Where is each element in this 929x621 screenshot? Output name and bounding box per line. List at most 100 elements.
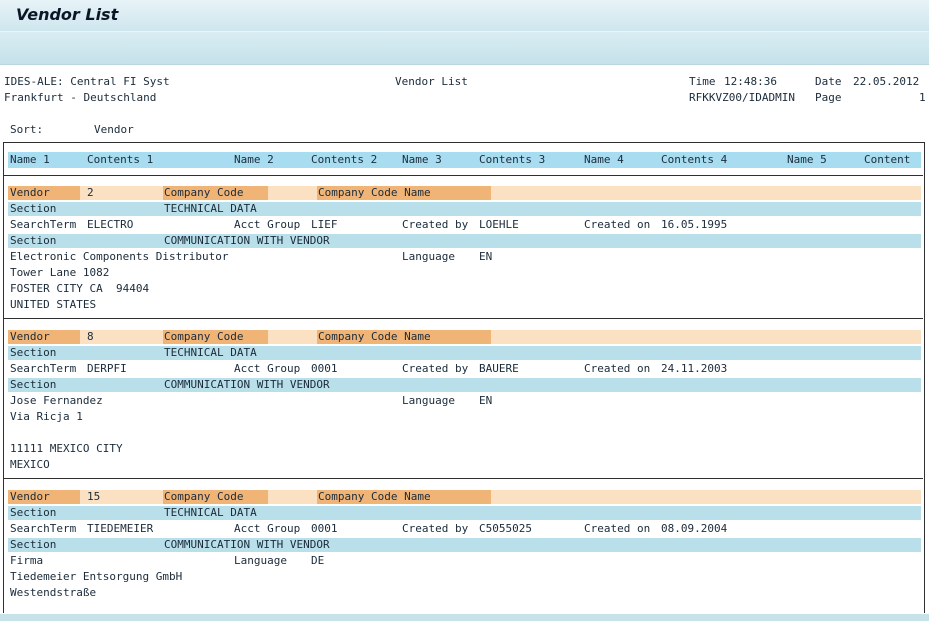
vendor-row[interactable]: Vendor 15 Company Code Company Code Name (8, 490, 921, 504)
column-header: Contents 3 (479, 153, 546, 166)
search-term-value: TIEDEMEIER (87, 522, 154, 535)
section-row: Section COMMUNICATION WITH VENDOR (8, 538, 921, 552)
created-by-value: BAUERE (479, 362, 519, 375)
company-code-label: Company Code (164, 186, 244, 199)
column-header: Content (864, 153, 911, 166)
location-name: Frankfurt - Deutschland (4, 91, 157, 104)
report-title: Vendor List (395, 75, 468, 88)
created-by-value: LOEHLE (479, 218, 519, 231)
section-row: Section TECHNICAL DATA (8, 202, 921, 216)
acct-group-label: Acct Group (234, 522, 301, 535)
section-label: Section (10, 378, 57, 391)
acct-group-value: 0001 (311, 362, 338, 375)
column-header: Name 2 (234, 153, 274, 166)
search-term-label: SearchTerm (10, 522, 77, 535)
created-by-value: C5055025 (479, 522, 532, 535)
column-header: Name 5 (787, 153, 827, 166)
acct-group-label: Acct Group (234, 218, 301, 231)
address-line: Westendstraße (10, 586, 97, 599)
address-line: FOSTER CITY CA 94404 (10, 282, 150, 295)
date-label: Date (815, 75, 842, 88)
time-label: Time (689, 75, 716, 88)
address-line: Via Ricja 1 (10, 410, 83, 423)
separator-line (4, 318, 923, 319)
address-line: 11111 MEXICO CITY (10, 442, 123, 455)
language-label: Language (402, 394, 455, 407)
section-row: Section COMMUNICATION WITH VENDOR (8, 378, 921, 392)
section-label: Section (10, 202, 57, 215)
search-term-label: SearchTerm (10, 218, 77, 231)
vendor-number[interactable]: 2 (87, 186, 94, 199)
section-label: Section (10, 506, 57, 519)
language-value: EN (479, 250, 493, 263)
created-by-label: Created by (402, 218, 469, 231)
company-code-label: Company Code (164, 490, 244, 503)
time-value: 12:48:36 (724, 75, 777, 88)
section-title: COMMUNICATION WITH VENDOR (164, 378, 330, 391)
company-code-name-label: Company Code Name (318, 186, 431, 199)
vendor-number[interactable]: 15 (87, 490, 101, 503)
company-code-name-label: Company Code Name (318, 330, 431, 343)
address-line: Firma (10, 554, 44, 567)
section-label: Section (10, 234, 57, 247)
column-header-row: Name 1 Contents 1 Name 2 Contents 2 Name… (8, 152, 921, 168)
vendor-label: Vendor (10, 330, 50, 343)
created-on-label: Created on (584, 362, 651, 375)
section-title: COMMUNICATION WITH VENDOR (164, 538, 330, 551)
created-by-label: Created by (402, 362, 469, 375)
acct-group-label: Acct Group (234, 362, 301, 375)
language-label: Language (402, 250, 455, 263)
column-header: Contents 1 (87, 153, 154, 166)
column-header: Contents 4 (661, 153, 728, 166)
created-by-label: Created by (402, 522, 469, 535)
section-title: TECHNICAL DATA (164, 506, 257, 519)
vendor-row[interactable]: Vendor 8 Company Code Company Code Name (8, 330, 921, 344)
sort-label: Sort: (10, 123, 44, 136)
date-value: 22.05.2012 (853, 75, 920, 88)
column-header: Name 4 (584, 153, 624, 166)
window-title: Vendor List (16, 5, 119, 24)
section-title: COMMUNICATION WITH VENDOR (164, 234, 330, 247)
address-line: Tiedemeier Entsorgung GmbH (10, 570, 183, 583)
created-on-label: Created on (584, 218, 651, 231)
column-header: Contents 2 (311, 153, 378, 166)
address-line: Electronic Components Distributor (10, 250, 229, 263)
vendor-list-frame (3, 142, 925, 613)
company-code-name-label: Company Code Name (318, 490, 431, 503)
column-header: Name 3 (402, 153, 442, 166)
vendor-number[interactable]: 8 (87, 330, 94, 343)
address-line: Jose Fernandez (10, 394, 103, 407)
acct-group-value: LIEF (311, 218, 338, 231)
column-header: Name 1 (10, 153, 50, 166)
created-on-value: 16.05.1995 (661, 218, 728, 231)
title-bar: Vendor List (0, 0, 929, 31)
created-on-value: 24.11.2003 (661, 362, 728, 375)
address-line: MEXICO (10, 458, 50, 471)
separator-line (4, 478, 923, 479)
created-on-value: 08.09.2004 (661, 522, 728, 535)
program-user: RFKKVZ00/IDADMIN (689, 91, 795, 104)
address-line: UNITED STATES (10, 298, 97, 311)
section-label: Section (10, 346, 57, 359)
separator-line (4, 175, 923, 176)
section-row: Section TECHNICAL DATA (8, 506, 921, 520)
search-term-label: SearchTerm (10, 362, 77, 375)
vendor-row[interactable]: Vendor 2 Company Code Company Code Name (8, 186, 921, 200)
vendor-label: Vendor (10, 490, 50, 503)
section-title: TECHNICAL DATA (164, 346, 257, 359)
language-value: DE (311, 554, 325, 567)
language-label: Language (234, 554, 287, 567)
search-term-value: ELECTRO (87, 218, 134, 231)
search-term-value: DERPFI (87, 362, 127, 375)
section-row: Section TECHNICAL DATA (8, 346, 921, 360)
section-title: TECHNICAL DATA (164, 202, 257, 215)
sort-value: Vendor (94, 123, 134, 136)
page-number: 1 (919, 91, 926, 104)
status-area (0, 614, 929, 621)
company-code-label: Company Code (164, 330, 244, 343)
section-row: Section COMMUNICATION WITH VENDOR (8, 234, 921, 248)
page-label: Page (815, 91, 842, 104)
acct-group-value: 0001 (311, 522, 338, 535)
section-label: Section (10, 538, 57, 551)
vendor-label: Vendor (10, 186, 50, 199)
